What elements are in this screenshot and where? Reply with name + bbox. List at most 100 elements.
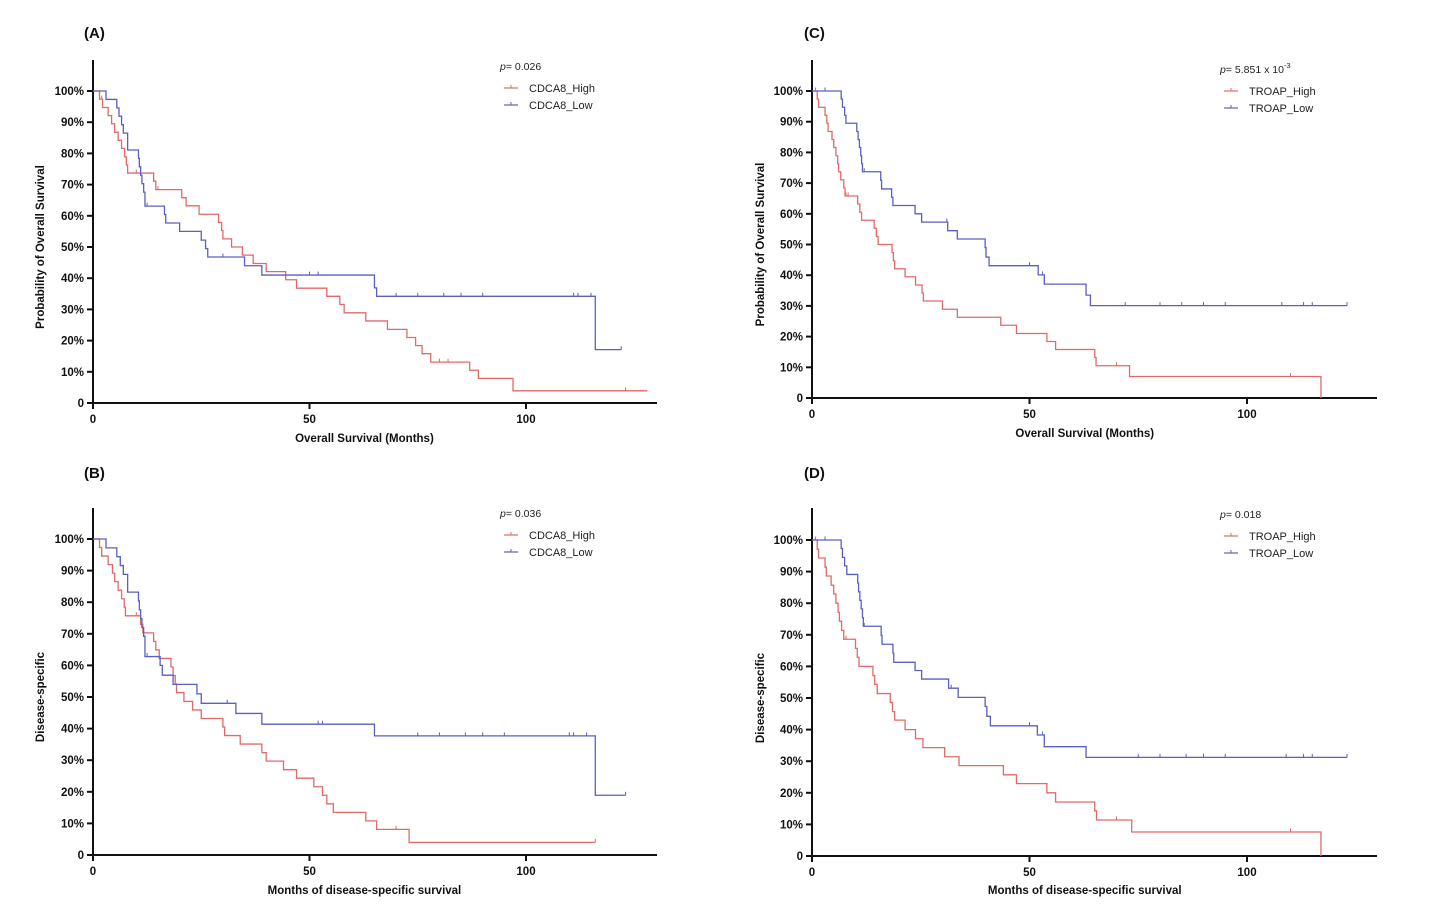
- y-tick-label: 20%: [780, 332, 803, 344]
- panel-c: (C) 0 10% 20% 30% 40% 50% 60% 70% 80% 90% 100% 0 50 10…: [755, 25, 1377, 440]
- p-value-text: = 0.026: [506, 61, 541, 73]
- x-tick-label: 0: [90, 414, 96, 426]
- x-axis-title: Months of disease-specific survival: [268, 885, 462, 897]
- p-symbol: p: [1219, 509, 1226, 521]
- y-tick-label: 0: [78, 398, 84, 410]
- y-tick-label: 60%: [780, 661, 803, 673]
- x-axis-title: Overall Survival (Months): [295, 433, 434, 445]
- y-tick-label: 80%: [61, 597, 84, 609]
- p-value-text: = 0.036: [506, 508, 541, 520]
- km-curve-cdca8-low: [93, 538, 626, 796]
- y-axis-title: Disease-specific: [755, 652, 767, 743]
- km-curve-troap-low: [812, 90, 1348, 307]
- panel-b: (B) 0 10% 20% 30% 40% 50% 60% 70% 80% 90% 100% 0 50 10…: [35, 465, 657, 897]
- km-curve-cdca8-low: [93, 90, 622, 351]
- x-tick-label: 50: [1023, 867, 1036, 879]
- panel-label: (A): [84, 25, 105, 42]
- y-axis-title: Disease-specific: [35, 651, 47, 742]
- x-tick-label: 100: [1237, 409, 1256, 421]
- y-tick-label: 50%: [61, 692, 84, 704]
- y-tick-label: 30%: [61, 755, 84, 767]
- y-tick-label: 70%: [780, 630, 803, 642]
- x-tick-label: 100: [1237, 867, 1256, 879]
- y-tick-label: 100%: [55, 86, 84, 98]
- y-tick-label: 60%: [61, 660, 84, 672]
- legend: CDCA8_High CDCA8_Low: [504, 83, 595, 112]
- legend: TROAP_High TROAP_Low: [1224, 531, 1316, 560]
- y-tick-label: 50%: [780, 693, 803, 705]
- p-value: p= 0.036: [499, 508, 541, 520]
- y-tick-label: 70%: [61, 180, 84, 192]
- km-curve-cdca8-high: [93, 538, 596, 844]
- y-tick-label: 100%: [55, 534, 84, 546]
- x-tick-label: 0: [809, 867, 815, 879]
- x-tick-label: 100: [516, 414, 535, 426]
- p-value: p= 0.026: [499, 61, 541, 73]
- y-tick-label: 0: [78, 850, 84, 862]
- panel-label: (D): [804, 465, 825, 482]
- y-tick-label: 40%: [780, 270, 803, 282]
- y-tick-label: 90%: [61, 117, 84, 129]
- km-curve-troap-high: [812, 539, 1322, 856]
- panel-label: (C): [804, 25, 825, 42]
- y-tick-label: 10%: [780, 819, 803, 831]
- p-value: p= 0.018: [1219, 509, 1261, 521]
- y-tick-label: 100%: [774, 535, 803, 547]
- y-tick-label: 90%: [780, 567, 803, 579]
- y-tick-label: 0: [797, 851, 803, 863]
- y-tick-label: 0: [797, 393, 803, 405]
- legend-label: CDCA8_High: [529, 83, 595, 95]
- legend-label: TROAP_Low: [1249, 103, 1313, 115]
- y-tick-label: 20%: [61, 336, 84, 348]
- panel-label: (B): [84, 465, 105, 482]
- y-tick-label: 80%: [780, 598, 803, 610]
- p-symbol: p: [1219, 64, 1226, 76]
- x-axis-title: Overall Survival (Months): [1015, 428, 1154, 440]
- x-tick-label: 50: [1023, 409, 1036, 421]
- y-tick-label: 40%: [61, 724, 84, 736]
- y-tick-label: 40%: [61, 273, 84, 285]
- y-tick-label: 30%: [780, 756, 803, 768]
- y-tick-label: 10%: [780, 362, 803, 374]
- y-tick-label: 100%: [774, 86, 803, 98]
- x-tick-label: 0: [809, 409, 815, 421]
- x-tick-label: 50: [303, 866, 316, 878]
- x-tick-label: 50: [303, 414, 316, 426]
- y-tick-label: 30%: [61, 304, 84, 316]
- y-tick-label: 80%: [780, 147, 803, 159]
- p-value-exponent: -3: [1284, 61, 1291, 70]
- km-curve-cdca8-high: [93, 90, 648, 392]
- legend: CDCA8_High CDCA8_Low: [504, 530, 595, 559]
- legend-label: CDCA8_Low: [529, 547, 593, 559]
- y-tick-label: 50%: [780, 240, 803, 252]
- p-symbol: p: [499, 61, 506, 73]
- y-tick-label: 60%: [61, 211, 84, 223]
- y-tick-label: 50%: [61, 242, 84, 254]
- y-tick-label: 20%: [780, 788, 803, 800]
- y-tick-label: 90%: [780, 117, 803, 129]
- y-tick-label: 70%: [780, 178, 803, 190]
- legend-label: TROAP_High: [1249, 531, 1316, 543]
- y-axis-title: Probability of Overall Survival: [755, 163, 767, 327]
- x-tick-label: 100: [516, 866, 535, 878]
- legend-label: TROAP_High: [1249, 86, 1316, 98]
- p-value-text: = 0.018: [1226, 509, 1261, 521]
- y-tick-label: 70%: [61, 629, 84, 641]
- p-value: p= 5.851 x 10-3: [1219, 61, 1291, 76]
- p-value-text: = 5.851 x 10: [1226, 64, 1284, 76]
- x-tick-label: 0: [90, 866, 96, 878]
- panel-a: (A) 0 10% 20% 30% 40% 50% 60% 70% 80% 90% 100% 0 50 10…: [35, 25, 657, 445]
- x-axis-title: Months of disease-specific survival: [988, 885, 1182, 897]
- legend: TROAP_High TROAP_Low: [1224, 86, 1316, 115]
- y-tick-label: 80%: [61, 148, 84, 160]
- legend-label: TROAP_Low: [1249, 548, 1313, 560]
- y-tick-label: 10%: [61, 818, 84, 830]
- y-tick-label: 40%: [780, 725, 803, 737]
- y-tick-label: 30%: [780, 301, 803, 313]
- legend-label: CDCA8_Low: [529, 100, 593, 112]
- km-curve-troap-low: [812, 539, 1348, 759]
- y-tick-label: 10%: [61, 367, 84, 379]
- legend-label: CDCA8_High: [529, 530, 595, 542]
- panel-d: (D) 0 10% 20% 30% 40% 50% 60% 70% 80% 90% 100% 0 50 10…: [755, 465, 1377, 897]
